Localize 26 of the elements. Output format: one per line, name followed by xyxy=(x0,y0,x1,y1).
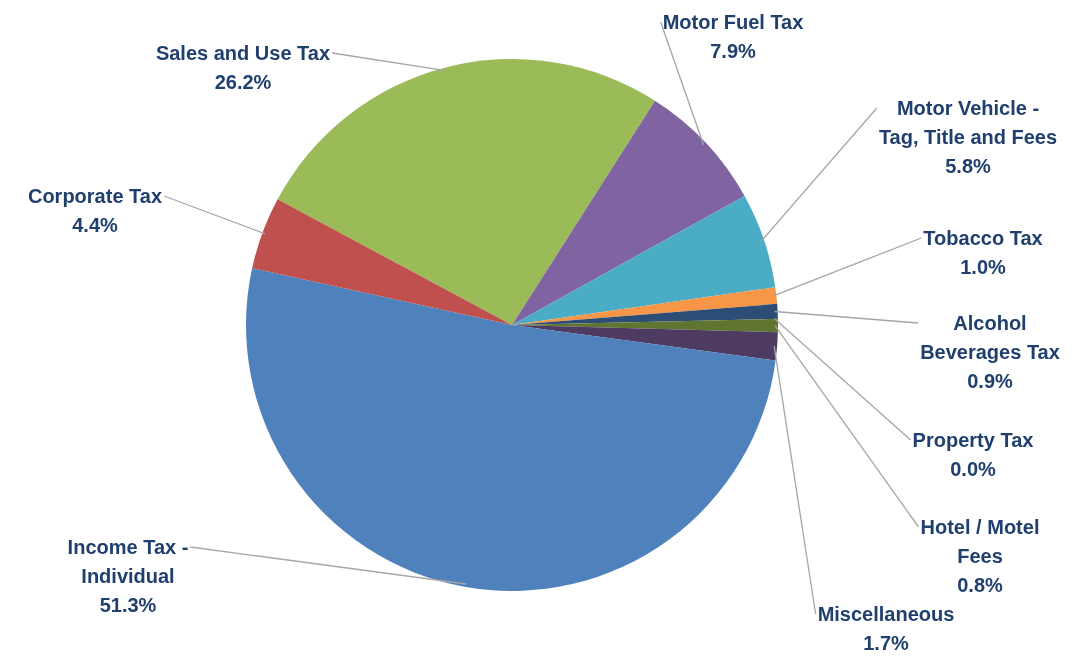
category-label: Property Tax xyxy=(912,429,1034,451)
slice-label: Motor Fuel Tax xyxy=(662,11,804,33)
slice-label: Tobacco Tax xyxy=(923,227,1043,249)
data-label: 5.8% xyxy=(945,155,992,177)
data-label: 1.7% xyxy=(863,632,910,654)
pie-slice xyxy=(512,195,776,325)
data-label: 51.3% xyxy=(99,594,157,616)
pie-slice xyxy=(512,100,745,325)
pie-slice xyxy=(252,199,512,325)
data-label: 4.4% xyxy=(72,214,119,236)
text: 0.0% xyxy=(950,458,996,480)
data-label: 0.9% xyxy=(967,370,1014,392)
slice-label: Corporate Tax xyxy=(27,185,163,207)
data-label: 0.8% xyxy=(957,574,1004,596)
pie-slice xyxy=(512,287,778,325)
slice-label: Income Tax - Individual xyxy=(67,536,189,587)
slice-label: Motor Vehicle - Tag, Title and Fees xyxy=(878,97,1058,148)
data-label: 26.2% xyxy=(214,71,272,93)
data-label: 1.0% xyxy=(960,256,1007,278)
pie-slice xyxy=(277,59,655,325)
slice-label: Sales and Use Tax xyxy=(155,42,331,64)
slice-label: Miscellaneous xyxy=(817,603,955,625)
slice-label: Hotel / Motel Fees xyxy=(920,516,1040,567)
pie-slice xyxy=(246,268,776,591)
slice-label: Alcohol Beverages Tax xyxy=(920,312,1060,363)
data-label: 7.9% xyxy=(710,40,757,62)
